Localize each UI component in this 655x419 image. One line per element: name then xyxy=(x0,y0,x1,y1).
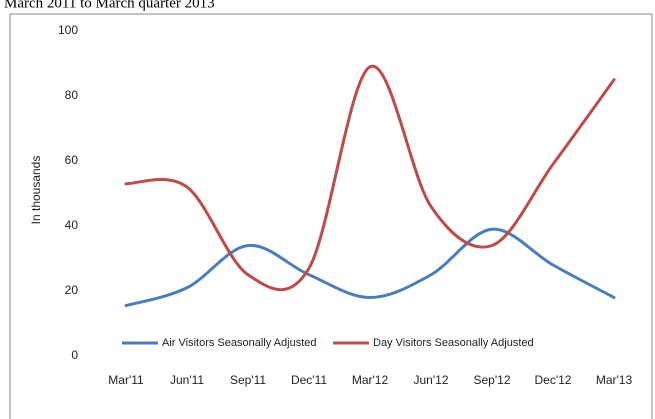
x-tick-label: Sep'12 xyxy=(474,373,511,387)
x-tick-label: Dec'11 xyxy=(291,373,327,387)
legend-label: Air Visitors Seasonally Adjusted xyxy=(162,337,317,349)
x-tick-label: Sep'11 xyxy=(230,373,266,387)
y-tick-label: 0 xyxy=(71,348,78,362)
line xyxy=(124,64,616,292)
x-tick-label: Mar'12 xyxy=(352,373,389,387)
y-axis-label: In thousands xyxy=(29,156,43,225)
chart-title: March 2011 to March quarter 2013 xyxy=(4,0,215,11)
x-tick-label: Dec'12 xyxy=(535,373,572,387)
y-tick-label: 80 xyxy=(65,88,79,102)
x-tick-label: Jun'12 xyxy=(414,373,449,387)
legend-label: Day Visitors Seasonally Adjusted xyxy=(373,337,534,349)
x-tick-label: Jun'11 xyxy=(170,373,204,387)
y-tick-label: 60 xyxy=(65,153,79,167)
y-tick-label: 20 xyxy=(65,283,79,297)
y-tick-label: 40 xyxy=(65,218,79,232)
line xyxy=(124,227,616,308)
x-tick-label: Mar'13 xyxy=(596,373,633,387)
chart-frame xyxy=(9,13,653,419)
x-tick-label: Mar'11 xyxy=(108,373,144,387)
y-tick-label: 100 xyxy=(58,23,78,37)
